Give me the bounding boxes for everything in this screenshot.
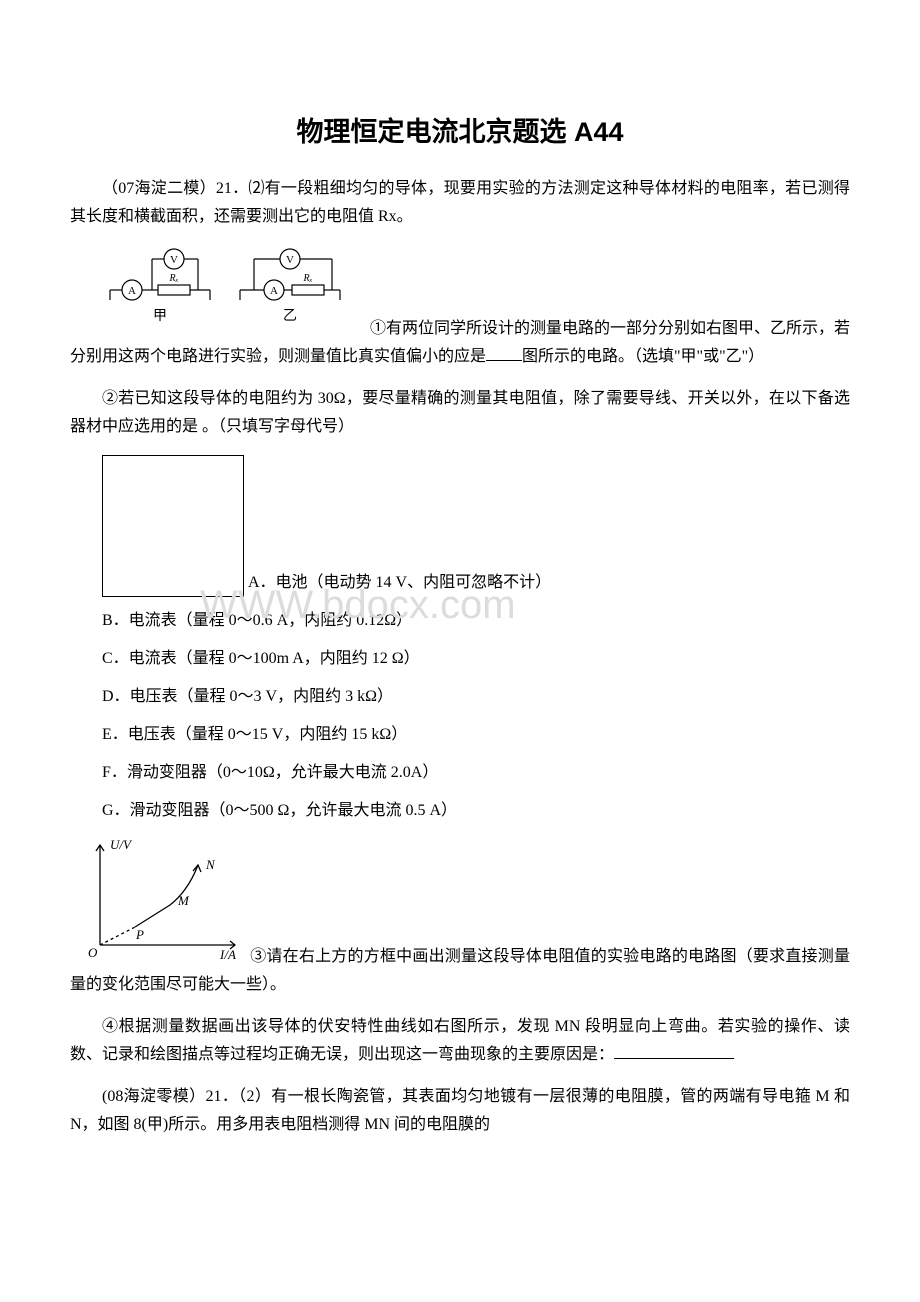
question-4: ④根据测量数据画出该导体的伏安特性曲线如右图所示，发现 MN 段明显向上弯曲。若… bbox=[70, 1013, 850, 1069]
q1-blank bbox=[486, 344, 522, 361]
svg-text:Rₓ: Rₓ bbox=[303, 273, 313, 284]
page-title: 物理恒定电流北京题选 A44 bbox=[70, 110, 850, 149]
paragraph-2: (08海淀零模）21．（2）有一根长陶瓷管，其表面均匀地镀有一层很薄的电阻膜，管… bbox=[70, 1083, 850, 1139]
svg-text:A: A bbox=[128, 285, 136, 297]
intro-paragraph: （07海淀二模）21．⑵有一段粗细均匀的导体，现要用实验的方法测定这种导体材料的… bbox=[70, 175, 850, 231]
svg-text:V: V bbox=[286, 254, 294, 266]
question-2: ②若已知这段导体的电阻约为 30Ω，要尽量精确的测量其电阻值，除了需要导线、开关… bbox=[70, 385, 850, 441]
q1-tail: 图所示的电路。（选填"甲"或"乙"） bbox=[522, 348, 764, 365]
option-g: G．滑动变阻器（0～500 Ω，允许最大电流 0.5 A） bbox=[70, 797, 850, 825]
q4-blank bbox=[614, 1042, 734, 1059]
option-d: D．电压表（量程 0～3 V，内阻约 3 kΩ） bbox=[70, 683, 850, 711]
option-f: F．滑动变阻器（0～10Ω，允许最大电流 2.0A） bbox=[70, 759, 850, 787]
option-c: C．电流表（量程 0～100m A，内阻约 12 Ω） bbox=[70, 645, 850, 673]
option-a: A．电池（电动势 14 V、内阻可忽略不计） bbox=[248, 574, 551, 591]
q3-text: ③请在右上方的方框中画出测量这段导体电阻值的实验电路的电路图（要求直接测量量的变… bbox=[70, 948, 850, 993]
svg-text:A: A bbox=[270, 285, 278, 297]
question-3: ③请在右上方的方框中画出测量这段导体电阻值的实验电路的电路图（要求直接测量量的变… bbox=[70, 943, 850, 999]
circuit-answer-box bbox=[102, 455, 244, 597]
option-e: E．电压表（量程 0～15 V，内阻约 15 kΩ） bbox=[70, 721, 850, 749]
svg-text:P: P bbox=[135, 927, 144, 942]
option-b: B．电流表（量程 0～0.6 A，内阻约 0.12Ω） bbox=[70, 607, 850, 635]
svg-text:U/V: U/V bbox=[110, 837, 133, 852]
svg-text:Rₓ: Rₓ bbox=[169, 273, 179, 284]
svg-text:M: M bbox=[177, 893, 190, 908]
svg-text:V: V bbox=[170, 254, 178, 266]
question-1: ①有两位同学所设计的测量电路的一部分分别如右图甲、乙所示，若分别用这两个电路进行… bbox=[70, 315, 850, 371]
svg-text:N: N bbox=[205, 857, 216, 872]
option-a-row: WWW.bdocx.com A．电池（电动势 14 V、内阻可忽略不计） bbox=[70, 455, 850, 597]
